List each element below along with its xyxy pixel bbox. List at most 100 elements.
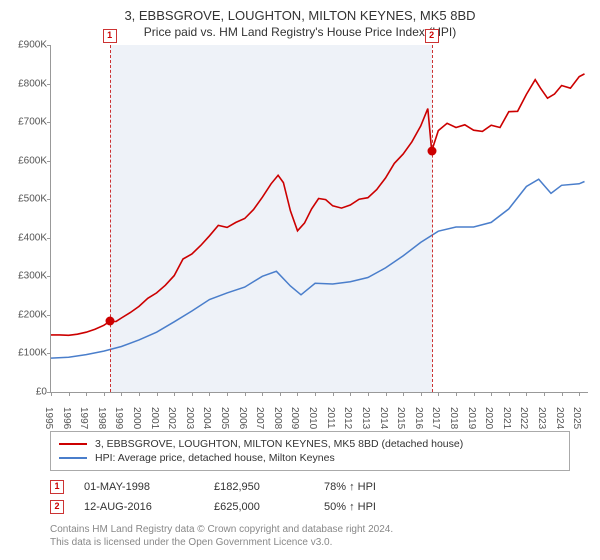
- y-tick-mark: [47, 122, 51, 123]
- x-tick-mark: [526, 392, 527, 396]
- x-tick-mark: [121, 392, 122, 396]
- chart-title: 3, EBBSGROVE, LOUGHTON, MILTON KEYNES, M…: [0, 0, 600, 23]
- sale-delta: 78% ↑ HPI: [324, 481, 376, 493]
- x-tick-mark: [315, 392, 316, 396]
- x-tick-label: 2022: [518, 407, 529, 429]
- x-tick-mark: [421, 392, 422, 396]
- x-tick-mark: [245, 392, 246, 396]
- x-tick-label: 2005: [219, 407, 230, 429]
- x-tick-label: 2016: [413, 407, 424, 429]
- x-tick-mark: [69, 392, 70, 396]
- chart-subtitle: Price paid vs. HM Land Registry's House …: [0, 23, 600, 45]
- x-tick-label: 2011: [325, 407, 336, 429]
- x-tick-label: 1995: [43, 407, 54, 429]
- y-tick-label: £900K: [3, 40, 47, 51]
- sale-row: 2 12-AUG-2016 £625,000 50% ↑ HPI: [50, 497, 570, 517]
- x-tick-label: 2018: [448, 407, 459, 429]
- y-tick-label: £300K: [3, 271, 47, 282]
- y-tick-label: £500K: [3, 194, 47, 205]
- sale-date: 12-AUG-2016: [84, 501, 194, 513]
- y-tick-mark: [47, 276, 51, 277]
- x-tick-label: 2001: [149, 407, 160, 429]
- x-tick-mark: [104, 392, 105, 396]
- footer-attribution: Contains HM Land Registry data © Crown c…: [50, 523, 570, 549]
- y-tick-label: £0: [3, 387, 47, 398]
- x-tick-label: 1999: [113, 407, 124, 429]
- sale-marker-box: 1: [103, 29, 117, 43]
- sale-dot: [427, 147, 436, 156]
- x-tick-label: 2007: [254, 407, 265, 429]
- y-tick-mark: [47, 353, 51, 354]
- x-tick-label: 1997: [78, 407, 89, 429]
- x-tick-mark: [333, 392, 334, 396]
- y-tick-mark: [47, 45, 51, 46]
- sale-dot: [105, 317, 114, 326]
- x-tick-mark: [474, 392, 475, 396]
- legend-label: 3, EBBSGROVE, LOUGHTON, MILTON KEYNES, M…: [95, 438, 463, 450]
- x-tick-mark: [368, 392, 369, 396]
- sales-table: 1 01-MAY-1998 £182,950 78% ↑ HPI 2 12-AUG-201…: [50, 477, 570, 517]
- x-tick-mark: [227, 392, 228, 396]
- sale-index-box: 2: [50, 500, 64, 514]
- x-tick-mark: [579, 392, 580, 396]
- sale-date: 01-MAY-1998: [84, 481, 194, 493]
- footer-line-2: This data is licensed under the Open Gov…: [50, 536, 570, 549]
- x-tick-label: 2024: [554, 407, 565, 429]
- x-tick-mark: [86, 392, 87, 396]
- x-tick-mark: [350, 392, 351, 396]
- y-tick-mark: [47, 238, 51, 239]
- sale-price: £182,950: [214, 481, 304, 493]
- y-tick-mark: [47, 199, 51, 200]
- x-tick-label: 2021: [501, 407, 512, 429]
- sale-price: £625,000: [214, 501, 304, 513]
- y-tick-mark: [47, 161, 51, 162]
- line-layer: [51, 45, 588, 392]
- legend-swatch: [59, 443, 87, 445]
- sale-delta: 50% ↑ HPI: [324, 501, 376, 513]
- x-tick-mark: [456, 392, 457, 396]
- x-tick-label: 1998: [96, 407, 107, 429]
- x-tick-mark: [491, 392, 492, 396]
- sale-index-box: 1: [50, 480, 64, 494]
- x-tick-label: 2006: [237, 407, 248, 429]
- y-tick-label: £800K: [3, 78, 47, 89]
- y-tick-label: £100K: [3, 348, 47, 359]
- x-tick-label: 2002: [166, 407, 177, 429]
- series-property: [51, 74, 585, 335]
- chart-area: £0£100K£200K£300K£400K£500K£600K£700K£80…: [50, 45, 588, 393]
- x-tick-mark: [386, 392, 387, 396]
- series-hpi: [51, 179, 585, 358]
- plot-area: £0£100K£200K£300K£400K£500K£600K£700K£80…: [50, 45, 588, 393]
- x-tick-mark: [157, 392, 158, 396]
- x-tick-label: 2023: [536, 407, 547, 429]
- x-tick-mark: [139, 392, 140, 396]
- legend-row: HPI: Average price, detached house, Milt…: [59, 451, 561, 465]
- y-tick-mark: [47, 315, 51, 316]
- sale-row: 1 01-MAY-1998 £182,950 78% ↑ HPI: [50, 477, 570, 497]
- footer-line-1: Contains HM Land Registry data © Crown c…: [50, 523, 570, 536]
- x-tick-label: 2020: [483, 407, 494, 429]
- x-tick-mark: [403, 392, 404, 396]
- x-tick-label: 2017: [430, 407, 441, 429]
- y-tick-label: £700K: [3, 117, 47, 128]
- y-tick-label: £400K: [3, 232, 47, 243]
- sale-marker-box: 2: [425, 29, 439, 43]
- x-tick-label: 2004: [201, 407, 212, 429]
- x-tick-mark: [51, 392, 52, 396]
- x-tick-label: 2013: [360, 407, 371, 429]
- x-tick-label: 2012: [342, 407, 353, 429]
- y-tick-mark: [47, 84, 51, 85]
- sale-vline: [110, 45, 111, 392]
- x-tick-mark: [174, 392, 175, 396]
- x-tick-label: 2008: [272, 407, 283, 429]
- sale-vline: [432, 45, 433, 392]
- x-tick-label: 2019: [466, 407, 477, 429]
- x-tick-label: 2000: [131, 407, 142, 429]
- y-tick-label: £200K: [3, 309, 47, 320]
- legend-row: 3, EBBSGROVE, LOUGHTON, MILTON KEYNES, M…: [59, 437, 561, 451]
- x-tick-label: 2015: [395, 407, 406, 429]
- x-tick-label: 2010: [307, 407, 318, 429]
- x-tick-mark: [544, 392, 545, 396]
- x-tick-label: 2014: [378, 407, 389, 429]
- x-tick-label: 2009: [289, 407, 300, 429]
